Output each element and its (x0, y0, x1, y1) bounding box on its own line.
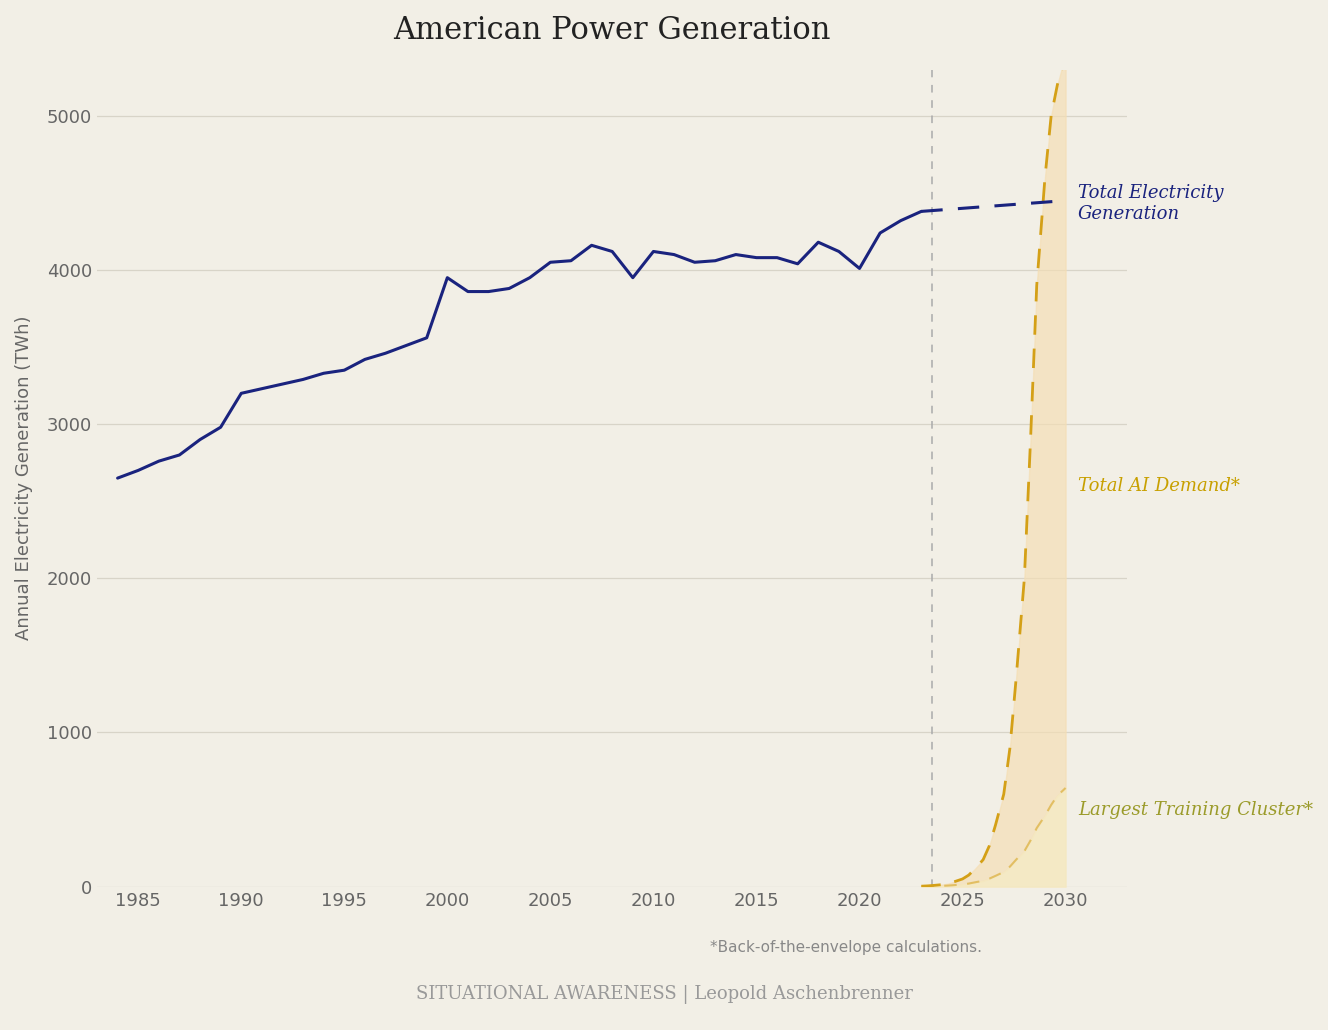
Text: Total Electricity
Generation: Total Electricity Generation (1078, 184, 1223, 224)
Text: SITUATIONAL AWARENESS | Leopold Aschenbrenner: SITUATIONAL AWARENESS | Leopold Aschenbr… (416, 986, 912, 1004)
Title: American Power Generation: American Power Generation (393, 15, 831, 46)
Text: Largest Training Cluster*: Largest Training Cluster* (1078, 800, 1313, 819)
Text: Total AI Demand*: Total AI Demand* (1078, 477, 1240, 494)
Y-axis label: Annual Electricity Generation (TWh): Annual Electricity Generation (TWh) (15, 316, 33, 641)
Text: *Back-of-the-envelope calculations.: *Back-of-the-envelope calculations. (710, 939, 983, 955)
